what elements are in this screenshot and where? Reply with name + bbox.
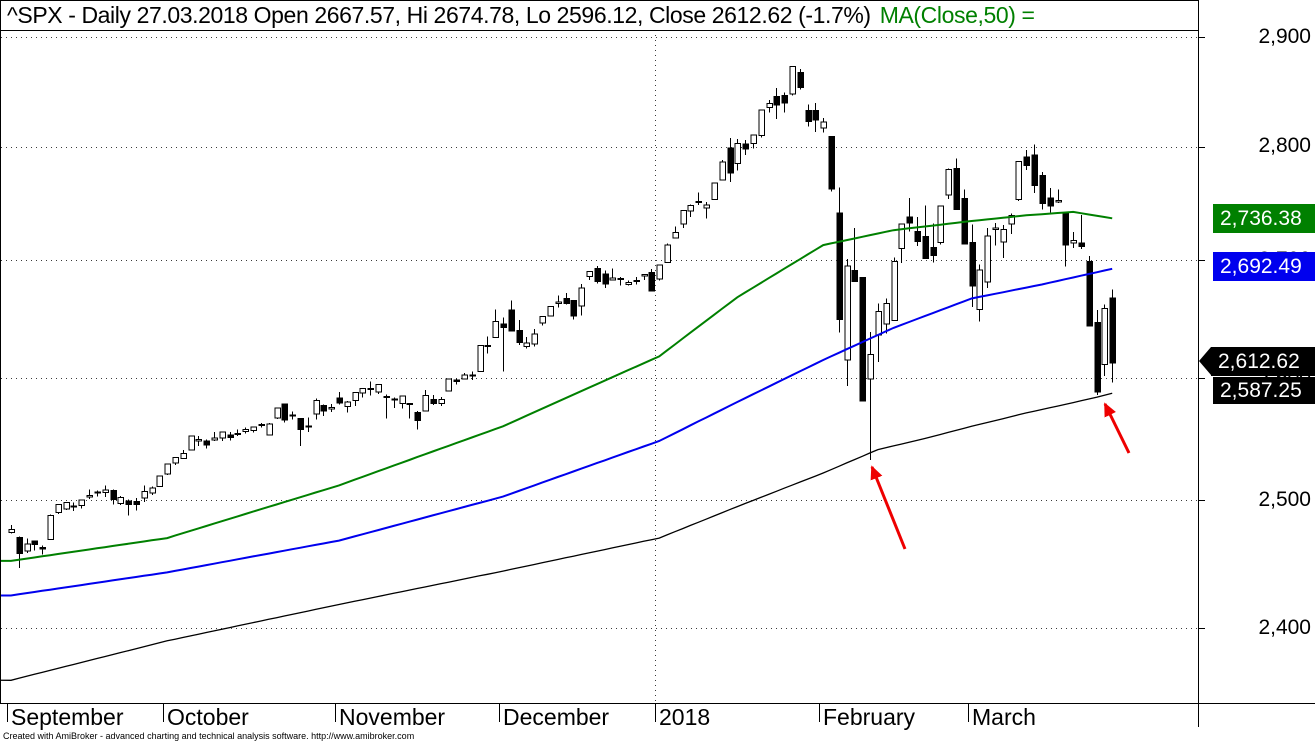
ma-indicator-label: MA(Close,50) = bbox=[879, 2, 1035, 28]
x-axis-label-march: March bbox=[972, 704, 1036, 730]
amibroker-credit-text: Created with AmiBroker - advanced charti… bbox=[3, 731, 415, 741]
x-axis-label-february: February bbox=[823, 704, 916, 730]
y-axis-label-2400: 2,400 bbox=[1258, 616, 1311, 639]
x-axis-label-october: October bbox=[167, 704, 249, 730]
ma100-price-marker: 2,692.49 bbox=[1213, 252, 1315, 281]
ma200-price-marker: 2,587.25 bbox=[1213, 377, 1315, 404]
last-close-price-marker: 2,612.62 bbox=[1199, 347, 1315, 376]
x-axis-label-september: September bbox=[11, 704, 124, 730]
chart-title-text: ^SPX - Daily 27.03.2018 Open 2667.57, Hi… bbox=[7, 2, 871, 28]
y-axis-label-2800: 2,800 bbox=[1258, 134, 1311, 157]
chart-title-bar: ^SPX - Daily 27.03.2018 Open 2667.57, Hi… bbox=[0, 0, 1199, 31]
ma50-price-marker: 2,736.38 bbox=[1213, 204, 1315, 233]
x-axis-label-november: November bbox=[339, 704, 446, 730]
x-axis-label-december: December bbox=[503, 704, 610, 730]
y-axis-label-2500: 2,500 bbox=[1258, 488, 1311, 511]
y-axis-label-2900: 2,900 bbox=[1258, 25, 1311, 48]
x-axis-label-2018: 2018 bbox=[659, 704, 711, 730]
